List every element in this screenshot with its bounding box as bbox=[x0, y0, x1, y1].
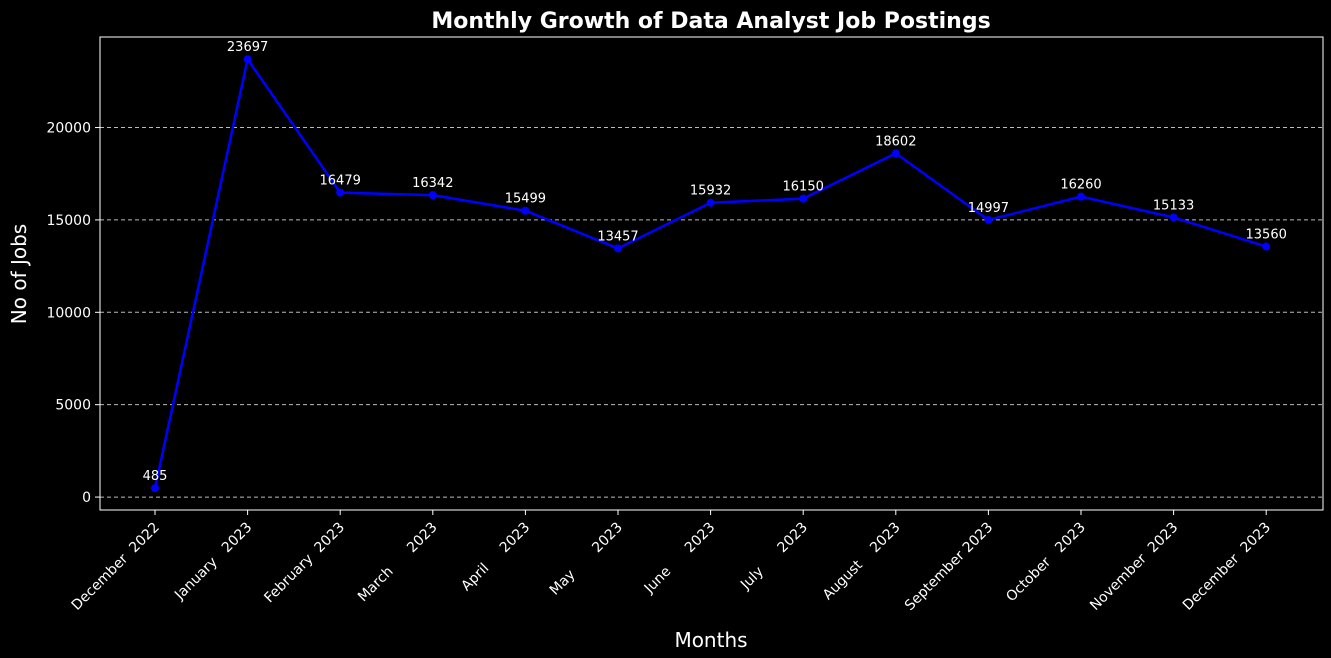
data-label: 485 bbox=[143, 469, 168, 484]
y-tick-label: 0 bbox=[82, 490, 91, 506]
data-label: 16342 bbox=[412, 176, 453, 191]
plot-frame bbox=[99, 36, 1324, 511]
x-tick-label: May 2023 bbox=[547, 520, 626, 599]
y-tick-label: 20000 bbox=[46, 121, 91, 137]
x-tick-label: August 2023 bbox=[820, 520, 904, 604]
x-tick-label: December 2023 bbox=[1180, 520, 1274, 614]
data-label: 16150 bbox=[783, 180, 824, 195]
plot-area: 0 5000 10000 15000 20000 December 2022 January… bbox=[46, 36, 1324, 614]
data-label: 13560 bbox=[1246, 228, 1287, 243]
x-tick-label: February 2023 bbox=[261, 520, 348, 607]
x-axis-label: Months bbox=[674, 628, 747, 652]
chart-title: Monthly Growth of Data Analyst Job Posti… bbox=[431, 9, 990, 34]
x-tick-label: March 2023 bbox=[355, 520, 441, 606]
data-point bbox=[614, 244, 622, 253]
data-label: 15133 bbox=[1153, 198, 1194, 213]
x-tick-label: January 2023 bbox=[171, 520, 255, 604]
data-point bbox=[521, 206, 530, 215]
data-point bbox=[1077, 192, 1085, 201]
y-tick-label: 10000 bbox=[46, 305, 91, 321]
data-point bbox=[706, 198, 715, 207]
data-point bbox=[336, 188, 345, 197]
series-line bbox=[153, 57, 1267, 489]
data-label: 15499 bbox=[505, 192, 546, 207]
data-point bbox=[1169, 213, 1178, 222]
y-tick-label: 5000 bbox=[55, 398, 91, 414]
data-point bbox=[984, 215, 993, 224]
x-tick-label: April 2023 bbox=[458, 520, 533, 595]
x-tick-label: July 2023 bbox=[737, 520, 811, 594]
data-point bbox=[428, 191, 437, 200]
data-label: 23697 bbox=[227, 40, 268, 55]
x-tick-label: September 2023 bbox=[902, 520, 996, 614]
data-label: 14997 bbox=[968, 201, 1009, 216]
y-tick-label: 15000 bbox=[46, 213, 91, 229]
data-label: 13457 bbox=[597, 229, 638, 244]
data-label: 15932 bbox=[690, 184, 731, 199]
data-label: 16479 bbox=[320, 174, 361, 189]
x-tick-label: December 2022 bbox=[69, 520, 163, 614]
x-tick-label: November 2023 bbox=[1087, 520, 1181, 614]
data-point bbox=[243, 55, 252, 64]
data-label: 18602 bbox=[875, 134, 916, 149]
data-point bbox=[891, 149, 900, 158]
x-tick-label: June 2023 bbox=[641, 520, 719, 598]
data-point bbox=[799, 194, 808, 203]
data-point bbox=[151, 484, 159, 493]
data-label: 16260 bbox=[1060, 178, 1101, 193]
y-axis-label: No of Jobs bbox=[7, 224, 31, 324]
x-tick-label: October 2023 bbox=[1003, 520, 1089, 606]
data-point bbox=[1262, 242, 1271, 251]
